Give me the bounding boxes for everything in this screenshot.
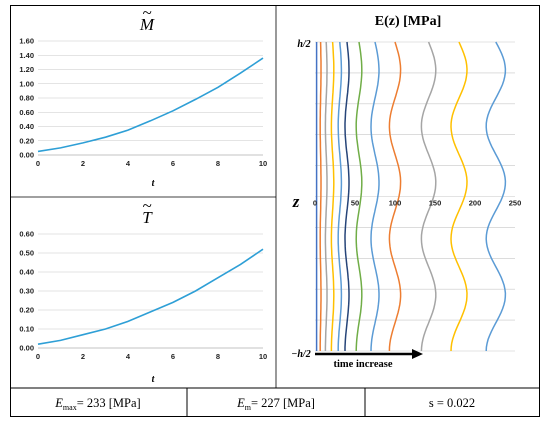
modulus-x-tick-label: 200 — [469, 199, 482, 208]
modulus-grid — [315, 41, 515, 352]
moment-series-line — [37, 57, 264, 153]
modulus-profile-line — [370, 41, 380, 352]
torque-title-tilde: ~ — [142, 196, 151, 215]
modulus-title: E(z) [MPa] — [375, 14, 441, 29]
torque-y-tick-label: 0.30 — [19, 287, 34, 296]
modulus-x-tick-label: 150 — [429, 199, 442, 208]
emax-value: = 233 [MPa] — [77, 396, 141, 410]
emax-subscript: max — [63, 403, 77, 412]
torque-series-line — [37, 248, 264, 345]
modulus-z-axis-label: z — [292, 192, 300, 211]
modulus-profile-line — [324, 41, 328, 351]
moment-x-tick-label: 0 — [36, 159, 40, 168]
torque-y-tick-label: 0.00 — [19, 344, 34, 353]
torque-y-ticks: 0.00 0.10 0.20 0.30 0.40 0.50 0.60 — [19, 230, 34, 353]
torque-x-tick-label: 2 — [81, 352, 85, 361]
torque-chart: T ~ 0.00 0.10 0.20 0.30 0.40 0.50 0.60 0 2 4 6 8 10… — [19, 196, 267, 385]
torque-x-tick-label: 4 — [126, 352, 131, 361]
em-symbol: E — [236, 396, 245, 410]
torque-y-tick-label: 0.20 — [19, 306, 34, 315]
torque-y-tick-label: 0.10 — [19, 325, 34, 334]
torque-x-tick-label: 6 — [171, 352, 175, 361]
torque-x-tick-label: 8 — [216, 352, 220, 361]
moment-y-tick-label: 1.20 — [19, 65, 34, 74]
moment-x-tick-label: 2 — [81, 159, 85, 168]
modulus-x-tick-label: 50 — [351, 199, 359, 208]
torque-x-ticks: 0 2 4 6 8 10 — [36, 352, 267, 361]
moment-y-tick-label: 0.40 — [19, 122, 34, 131]
moment-x-tick-label: 10 — [259, 159, 267, 168]
footer-cell-em: Em= 227 [MPa] — [236, 396, 315, 412]
moment-y-tick-label: 0.60 — [19, 108, 34, 117]
time-increase-label: time increase — [334, 359, 393, 370]
em-value: = 227 [MPa] — [251, 396, 315, 410]
outer-border — [10, 5, 540, 417]
torque-series — [37, 248, 264, 345]
torque-grid — [38, 233, 263, 349]
moment-y-tick-label: 1.00 — [19, 79, 34, 88]
modulus-chart: E(z) [MPa] 0 50 100 150 200 250 z h/2 −h/2 ti… — [291, 14, 521, 370]
moment-y-tick-label: 1.60 — [19, 37, 34, 46]
moment-title-tilde: ~ — [142, 5, 151, 22]
moment-y-tick-label: 0.00 — [19, 151, 34, 160]
torque-x-tick-label: 10 — [259, 352, 267, 361]
torque-y-tick-label: 0.50 — [19, 249, 34, 258]
moment-title: M — [139, 15, 155, 34]
modulus-profile-line — [388, 41, 402, 352]
moment-series — [37, 57, 264, 153]
modulus-profile-line — [344, 41, 350, 351]
torque-title: T — [142, 208, 153, 227]
modulus-x-ticks: 0 50 100 150 200 250 — [313, 199, 521, 208]
moment-x-tick-label: 8 — [216, 159, 220, 168]
moment-x-tick-label: 6 — [171, 159, 175, 168]
moment-x-ticks: 0 2 4 6 8 10 — [36, 159, 267, 168]
modulus-profile-line — [337, 41, 343, 351]
h-top-label: h/2 — [297, 39, 310, 50]
moment-x-tick-label: 4 — [126, 159, 131, 168]
emax-symbol: E — [54, 396, 63, 410]
modulus-x-tick-label: 100 — [389, 199, 402, 208]
svg-text:Emax= 233 [MPa]: Emax= 233 [MPa] — [54, 396, 140, 412]
moment-y-tick-label: 0.80 — [19, 94, 34, 103]
torque-y-tick-label: 0.40 — [19, 268, 34, 277]
footer-cell-emax: Emax= 233 [MPa] — [54, 396, 140, 412]
footer-cell-s: s = 0.022 — [429, 396, 475, 410]
figure-frame: M ~ 0.00 0.20 0.40 0.60 0.80 1.00 1.20 1.40 1.60… — [10, 5, 540, 417]
moment-y-tick-label: 0.20 — [19, 136, 34, 145]
moment-y-ticks: 0.00 0.20 0.40 0.60 0.80 1.00 1.20 1.40 1.60 — [19, 37, 34, 160]
em-subscript: m — [245, 403, 252, 412]
time-increase-arrowhead — [412, 349, 423, 359]
modulus-profile-line — [485, 41, 507, 352]
modulus-x-tick-label: 0 — [313, 199, 317, 208]
modulus-profile-line — [355, 41, 363, 352]
svg-text:Em= 227 [MPa]: Em= 227 [MPa] — [236, 396, 315, 412]
moment-x-label: t — [152, 178, 156, 189]
modulus-series — [315, 41, 507, 352]
modulus-profile-line — [330, 41, 335, 351]
torque-x-tick-label: 0 — [36, 352, 40, 361]
modulus-x-tick-label: 250 — [509, 199, 522, 208]
torque-x-label: t — [152, 374, 156, 385]
modulus-profile-line — [450, 41, 468, 352]
moment-chart: M ~ 0.00 0.20 0.40 0.60 0.80 1.00 1.20 1.40 1.60… — [19, 5, 267, 189]
modulus-profile-line — [420, 41, 437, 352]
moment-grid — [38, 40, 263, 156]
modulus-profile-line — [319, 41, 322, 351]
torque-y-tick-label: 0.60 — [19, 230, 34, 239]
h-bottom-label: −h/2 — [291, 349, 310, 360]
figure: M ~ 0.00 0.20 0.40 0.60 0.80 1.00 1.20 1.40 1.60… — [10, 5, 540, 417]
moment-y-tick-label: 1.40 — [19, 51, 34, 60]
